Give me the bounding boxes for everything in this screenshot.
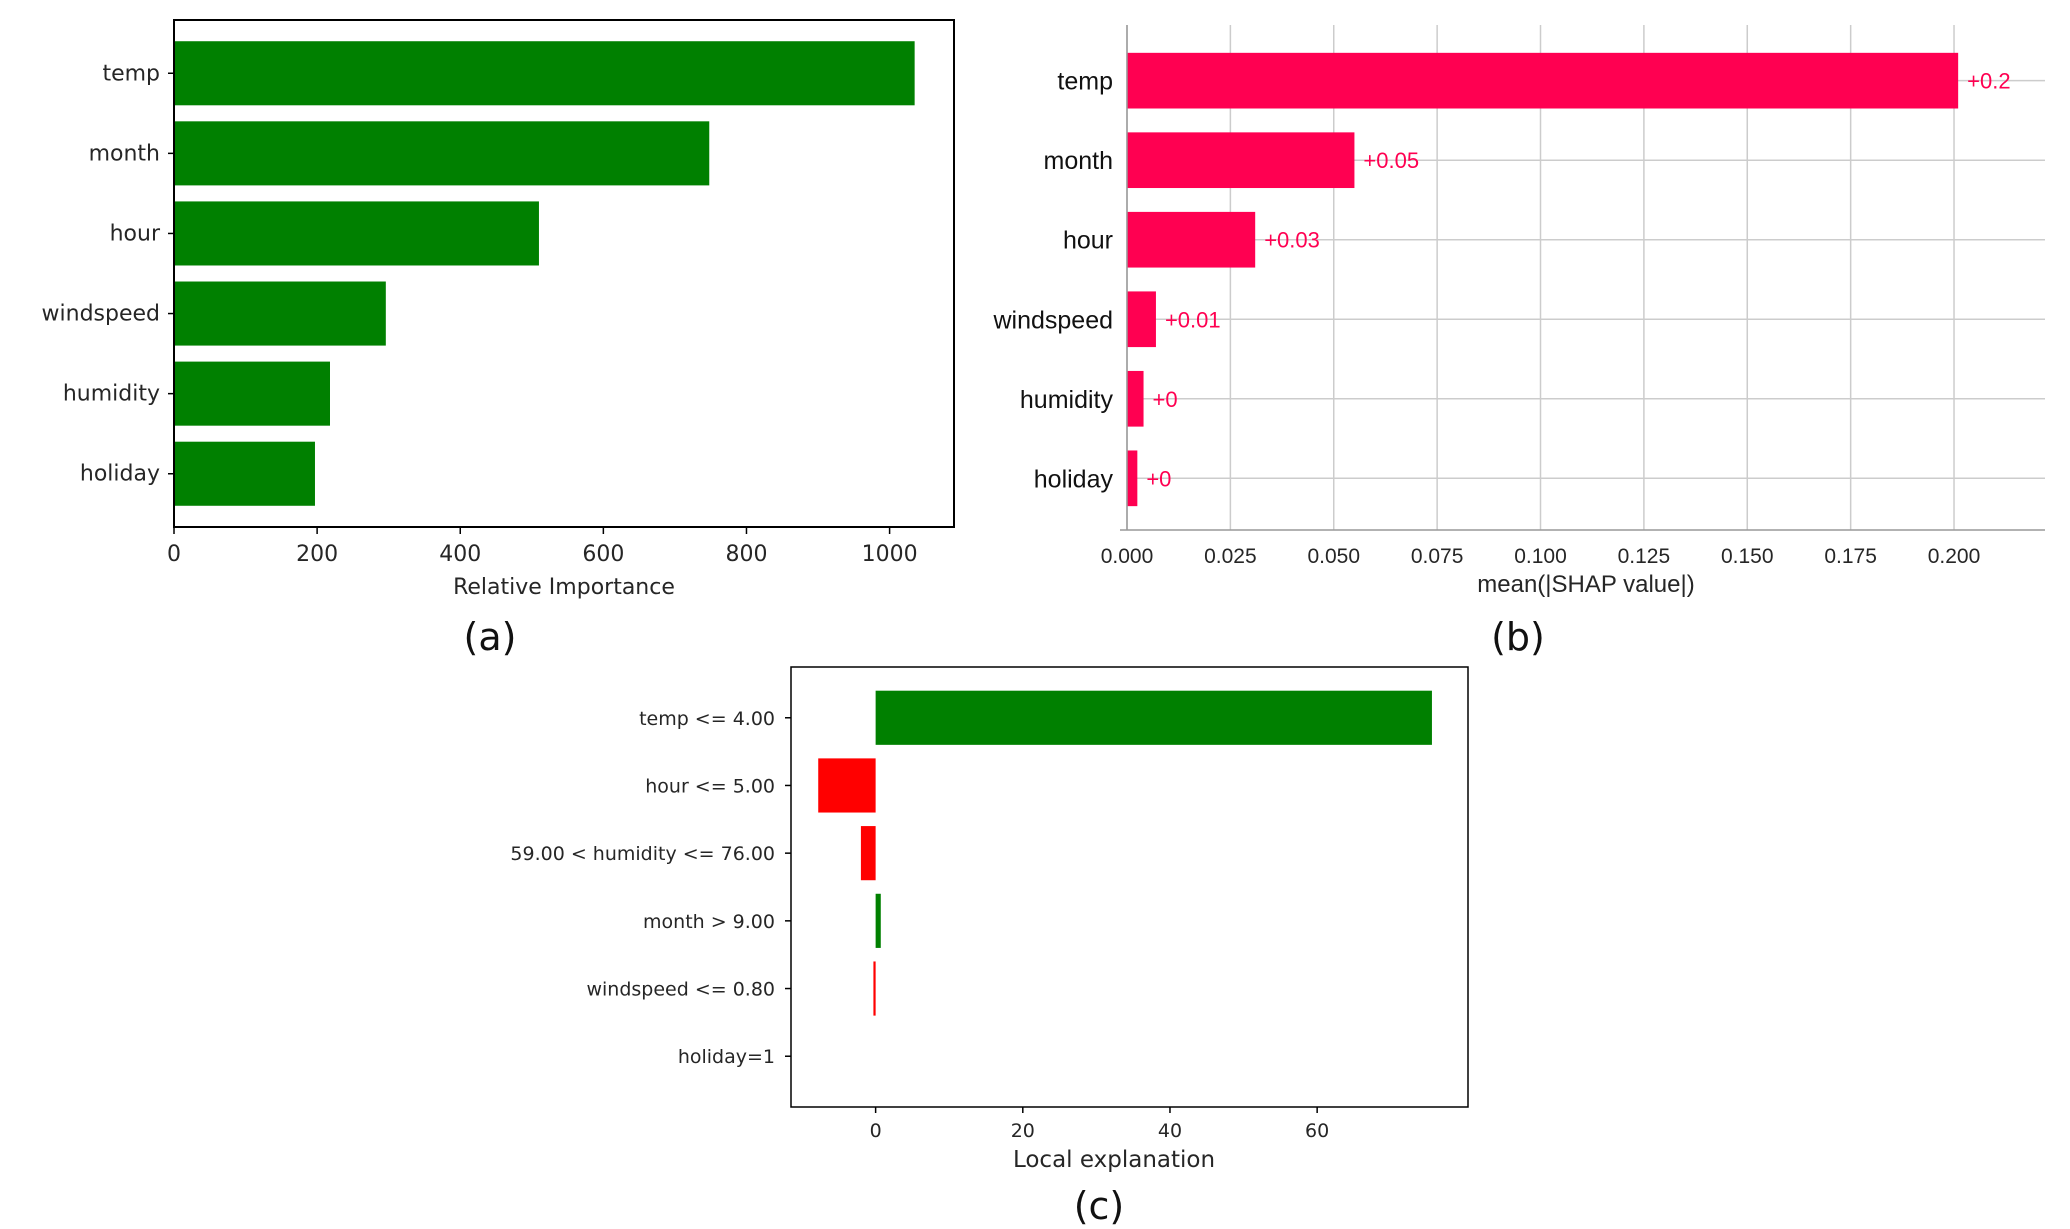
chart-b-data-label-0: +0.2 — [1967, 69, 2010, 94]
chart-c-xtick-label-3: 60 — [1305, 1120, 1329, 1142]
chart-c-bar-0 — [875, 690, 1432, 745]
chart-a-bar-5 — [174, 441, 315, 506]
chart-a-xtick-label-4: 800 — [725, 542, 767, 567]
chart-b-ytick-label-4: humidity — [1020, 386, 1114, 414]
chart-b-caption: (b) — [1491, 615, 1545, 659]
chart-a-bar-3 — [174, 281, 386, 346]
chart-a-xtick-label-5: 1000 — [862, 542, 918, 567]
chart-c-bar-2 — [860, 826, 876, 881]
chart-b-xtick-label-2: 0.050 — [1307, 545, 1360, 568]
chart-a-ytick-label-1: month — [89, 141, 160, 166]
chart-c-ytick-label-2: 59.00 < humidity <= 76.00 — [510, 843, 775, 865]
chart-b-xtick-label-6: 0.150 — [1721, 545, 1774, 568]
chart-a-xtick-label-3: 600 — [582, 542, 624, 567]
chart-a-ytick-label-3: windspeed — [42, 302, 160, 327]
chart-a-xtick-label-2: 400 — [439, 542, 481, 567]
chart-b-ytick-label-2: hour — [1063, 227, 1113, 255]
chart-a-caption: (a) — [464, 615, 517, 659]
chart-b-bar-1 — [1127, 132, 1355, 189]
chart-b-xtick-label-0: 0.000 — [1101, 545, 1154, 568]
chart-c-ytick-label-4: windspeed <= 0.80 — [586, 979, 775, 1001]
chart-a-bar-2 — [174, 201, 539, 266]
chart-c-local-explanation: temp <= 4.00 hour <= 5.00 59.00 < humidity… — [510, 666, 1469, 1228]
chart-b-bar-5 — [1127, 450, 1138, 507]
chart-b-xtick-label-4: 0.100 — [1514, 545, 1567, 568]
chart-b-xtick-label-3: 0.075 — [1411, 545, 1464, 568]
chart-b-data-label-2: +0.03 — [1264, 228, 1320, 253]
chart-a-xlabel: Relative Importance — [453, 575, 675, 600]
chart-c-xtick-label-2: 40 — [1158, 1120, 1182, 1142]
chart-b-ytick-label-5: holiday — [1034, 465, 1114, 493]
chart-c-frame — [790, 666, 1469, 1108]
chart-b-bar-0 — [1127, 52, 1959, 109]
chart-b-ytick-label-0: temp — [1057, 68, 1113, 96]
chart-b-data-label-3: +0.01 — [1165, 307, 1221, 332]
chart-b-bar-3 — [1127, 291, 1156, 348]
chart-b-shap-importance: +0.2 +0.05 +0.03 +0.01 +0 +0 temp month hour win… — [992, 25, 2045, 659]
chart-a-ytick-label-5: holiday — [80, 462, 160, 487]
chart-b-xtick-label-1: 0.025 — [1204, 545, 1257, 568]
chart-c-bar-1 — [818, 758, 876, 813]
chart-a-bar-0 — [174, 41, 915, 106]
chart-c-ytick-label-5: holiday=1 — [678, 1046, 775, 1068]
chart-a-bar-1 — [174, 121, 710, 186]
chart-a-xtick-label-1: 200 — [296, 542, 338, 567]
chart-a-xtick-label-0: 0 — [167, 542, 181, 567]
chart-c-xtick-label-1: 20 — [1011, 1120, 1035, 1142]
chart-c-caption: (c) — [1074, 1184, 1125, 1228]
chart-b-ytick-label-3: windspeed — [992, 306, 1113, 334]
chart-c-bar-3 — [875, 893, 881, 948]
chart-a-relative-importance: temp month hour windspeed humidity holiday 0 2… — [42, 19, 955, 659]
chart-a-ytick-label-4: humidity — [63, 382, 160, 407]
chart-b-data-label-5: +0 — [1146, 466, 1171, 491]
chart-c-xlabel: Local explanation — [1013, 1147, 1215, 1173]
chart-c-xtick-label-0: 0 — [870, 1120, 882, 1142]
chart-a-bar-4 — [174, 361, 330, 426]
chart-b-xlabel: mean(|SHAP value|) — [1477, 571, 1694, 598]
chart-c-bar-4 — [873, 961, 876, 1016]
chart-b-ytick-label-1: month — [1044, 147, 1113, 175]
chart-b-xtick-label-7: 0.175 — [1824, 545, 1877, 568]
chart-c-ytick-label-3: month > 9.00 — [643, 911, 775, 933]
chart-a-frame — [173, 19, 955, 528]
chart-b-xtick-label-5: 0.125 — [1618, 545, 1671, 568]
chart-c-ytick-label-0: temp <= 4.00 — [639, 708, 775, 730]
chart-b-data-label-4: +0 — [1153, 387, 1178, 412]
chart-a-ytick-label-2: hour — [110, 221, 161, 246]
chart-c-ytick-label-1: hour <= 5.00 — [645, 775, 775, 797]
chart-b-data-label-1: +0.05 — [1363, 148, 1419, 173]
chart-b-xtick-label-8: 0.200 — [1928, 545, 1981, 568]
chart-b-bar-2 — [1127, 211, 1256, 268]
chart-b-bar-4 — [1127, 370, 1144, 427]
chart-a-ytick-label-0: temp — [102, 61, 160, 86]
